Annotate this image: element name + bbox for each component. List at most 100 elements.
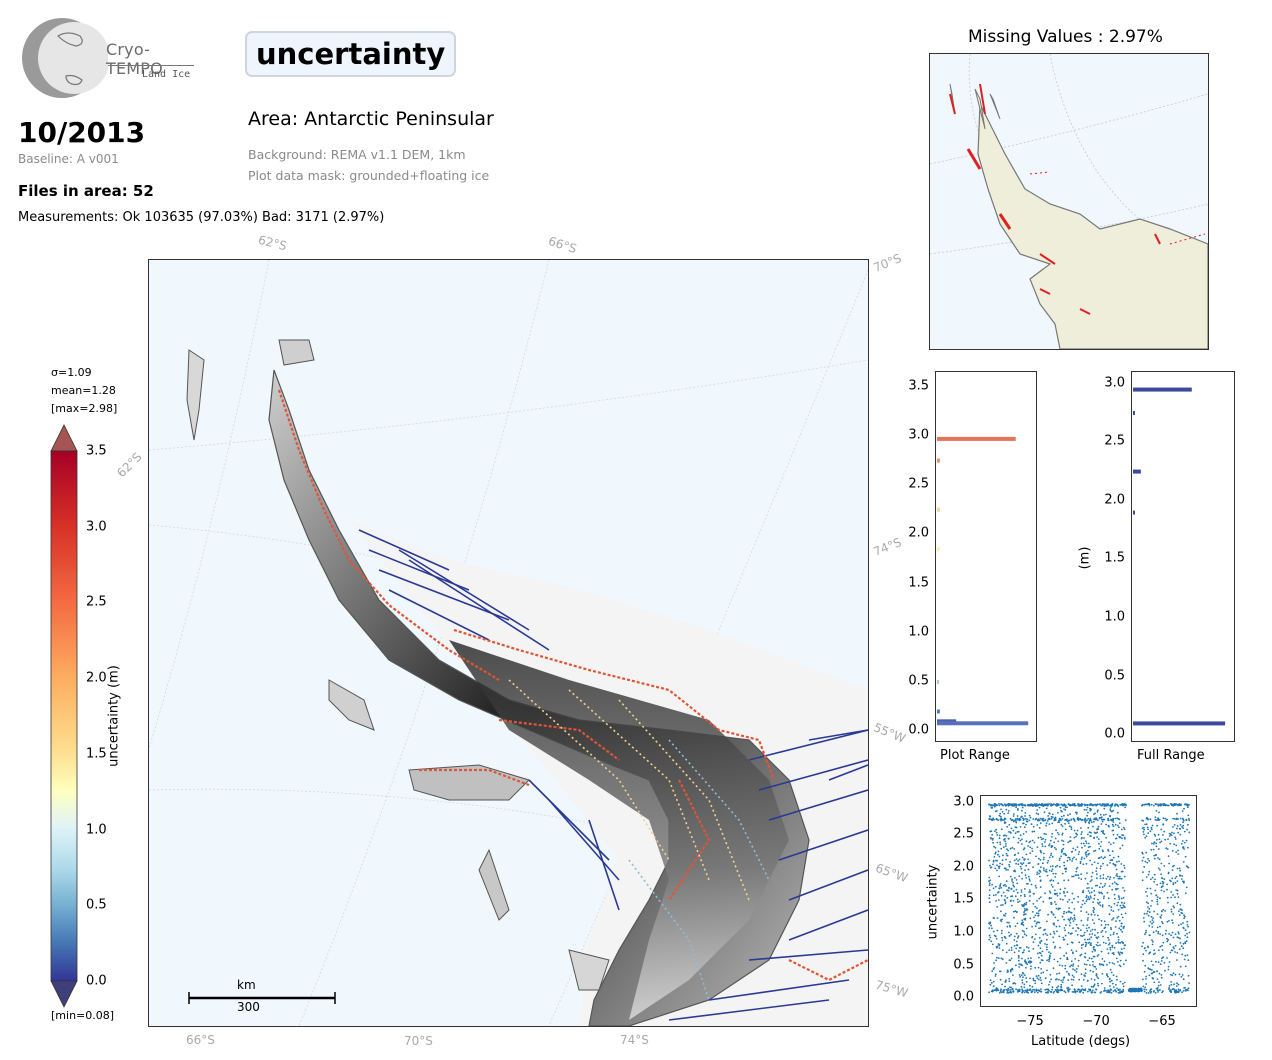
- scatter-point: [1090, 913, 1093, 916]
- scatter-point: [1056, 864, 1059, 867]
- scatter-point: [1156, 913, 1159, 915]
- scatter-point: [1059, 946, 1061, 949]
- scatter-point: [1155, 845, 1158, 848]
- scatter-point: [1015, 826, 1018, 829]
- scatter-point: [1187, 959, 1190, 961]
- scatter-point: [1021, 904, 1023, 906]
- scatter-point: [1003, 898, 1006, 901]
- scatter-point: [1067, 972, 1070, 975]
- scatter-point: [1098, 856, 1101, 859]
- scatter-point: [1034, 925, 1037, 928]
- scatter-point: [1102, 818, 1105, 821]
- scatter-point: [1116, 917, 1119, 919]
- scatter-point: [1123, 875, 1126, 878]
- scatter-point: [1084, 972, 1087, 975]
- scatter-point: [1039, 976, 1042, 979]
- scatter-point: [1155, 894, 1158, 897]
- scatter-point: [992, 917, 995, 919]
- main-map-graphic: [138, 259, 869, 1027]
- scatter-point: [1004, 981, 1007, 983]
- scatter-point: [1006, 896, 1009, 899]
- scatter-point: [1069, 813, 1071, 815]
- scatter-point: [998, 837, 1001, 839]
- scatter-point: [1031, 847, 1033, 850]
- scatter-point: [1039, 822, 1042, 825]
- scatter-point: [1021, 989, 1024, 992]
- scatter-point: [1158, 858, 1161, 861]
- scatter-point: [1049, 865, 1052, 868]
- colorbar-label: uncertainty (m): [106, 665, 122, 767]
- scatter-point: [1161, 934, 1164, 937]
- scatter-point: [1040, 972, 1043, 974]
- scatter-point: [1141, 945, 1143, 948]
- scatter-point: [1053, 892, 1056, 895]
- scatter-point: [1178, 973, 1181, 976]
- scatter-point: [1124, 804, 1127, 806]
- scatter-point: [1037, 974, 1040, 977]
- scatter-point: [1018, 963, 1021, 965]
- scatter-point: [1016, 815, 1019, 817]
- scatter-point: [1006, 992, 1009, 994]
- scatter-point: [1051, 886, 1054, 888]
- scatter-point: [1040, 988, 1042, 991]
- scatter-point: [1161, 885, 1164, 888]
- scatter-point: [1038, 956, 1040, 959]
- scatter-point: [1115, 874, 1118, 877]
- scatter-point: [1056, 894, 1059, 897]
- scatter-point: [1146, 861, 1149, 864]
- scatter-point: [1097, 936, 1100, 938]
- scatter-point: [1061, 872, 1064, 875]
- scatter-point: [992, 985, 995, 988]
- scatter-point: [1099, 867, 1102, 870]
- scatter-point: [1113, 946, 1116, 949]
- scatter-point: [1025, 820, 1028, 823]
- scatter-point: [1003, 812, 1006, 815]
- scatter-point: [1116, 887, 1119, 890]
- scatter-point: [1118, 919, 1121, 922]
- scatter-point: [1060, 855, 1063, 858]
- scatter-point: [1077, 804, 1080, 806]
- scatter-point: [1067, 979, 1070, 981]
- scatter-point: [1183, 987, 1185, 989]
- scatter-point: [1172, 936, 1175, 939]
- scatter-point: [1110, 906, 1113, 908]
- scatter-point: [999, 883, 1002, 885]
- scatter-point: [1121, 916, 1124, 919]
- scatter-point: [1000, 886, 1003, 889]
- colorbar-mean: mean=1.28: [51, 384, 116, 397]
- scatter-point: [1089, 989, 1092, 992]
- scatter-point: [1102, 874, 1105, 876]
- scatter-point: [1100, 804, 1102, 807]
- scatter-point: [1177, 991, 1180, 994]
- scatter-point: [1101, 929, 1104, 932]
- scatter-point: [1121, 870, 1124, 873]
- scatter-point: [1040, 954, 1043, 957]
- scatter-point: [1072, 847, 1075, 850]
- scatter-point: [1037, 804, 1040, 806]
- scatter-point: [1110, 927, 1112, 929]
- scatter-point: [1012, 910, 1015, 913]
- scatter-point: [1186, 803, 1188, 805]
- scatter-point: [1145, 978, 1147, 980]
- scatter-point: [1153, 804, 1155, 807]
- scatter-point: [1160, 974, 1163, 976]
- scatter-point: [1112, 856, 1115, 859]
- scatter-point: [1070, 851, 1073, 853]
- scatter-point: [1072, 804, 1074, 807]
- scatter-xlabel: Latitude (degs): [1031, 1034, 1131, 1049]
- scatter-point: [1144, 933, 1146, 936]
- scatter-point: [1054, 872, 1057, 875]
- scatter-point: [1169, 802, 1172, 805]
- scatter-point: [1001, 983, 1003, 986]
- scatter-point: [1109, 843, 1112, 846]
- scatter-point: [1110, 991, 1113, 994]
- scatter-point: [1082, 979, 1085, 981]
- scatter-point: [1097, 838, 1100, 840]
- scatter-point: [1084, 821, 1087, 824]
- scatter-point: [1035, 855, 1037, 858]
- scatter-point: [1144, 836, 1147, 839]
- scatter-ytick: 2.5: [953, 826, 974, 842]
- scatter-point: [1182, 846, 1184, 848]
- scatter-point: [1088, 892, 1091, 894]
- scatter-point: [1074, 918, 1076, 921]
